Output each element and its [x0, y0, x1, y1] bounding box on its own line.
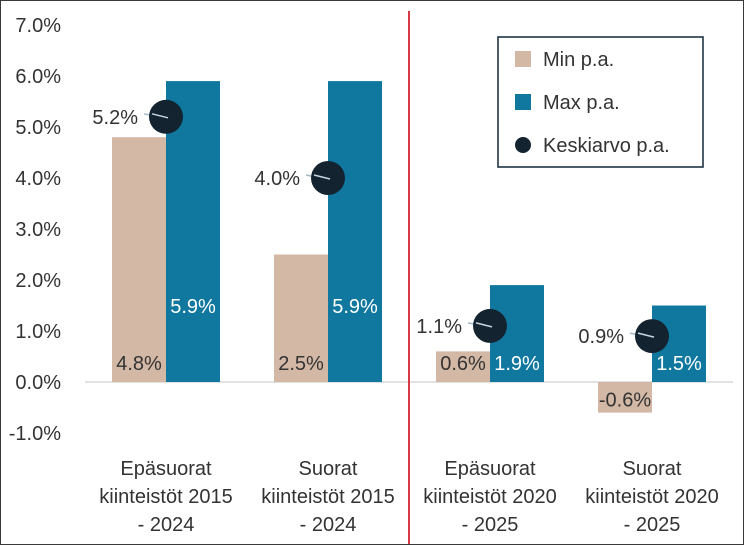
bar-min	[112, 137, 166, 382]
data-label-min: 2.5%	[278, 353, 324, 375]
data-label-average: 1.1%	[416, 316, 462, 338]
legend-box	[497, 36, 704, 168]
legend-marker-average	[515, 137, 531, 153]
data-label-average: 0.9%	[578, 326, 624, 348]
legend-swatch-max	[515, 94, 531, 110]
average-leader-line	[475, 322, 493, 328]
y-tick-label: 6.0%	[15, 66, 61, 88]
bar-max	[328, 81, 382, 382]
data-label-min: 0.6%	[440, 353, 486, 375]
category-label: kiinteistöt 2015	[261, 486, 394, 508]
data-label-average: 5.2%	[92, 107, 138, 129]
y-tick-label: 1.0%	[15, 321, 61, 343]
y-tick-label: -1.0%	[9, 423, 61, 445]
category-label: Suorat	[299, 458, 358, 480]
legend-label: Max p.a.	[543, 92, 620, 114]
category-label: Epäsuorat	[120, 458, 212, 480]
y-tick-label: 2.0%	[15, 270, 61, 292]
bar-min	[436, 351, 490, 382]
legend-label: Keskiarvo p.a.	[543, 135, 670, 157]
y-tick-label: 3.0%	[15, 219, 61, 241]
category-label: kiinteistöt 2020	[423, 486, 556, 508]
category-label: kiinteistöt 2020	[585, 486, 718, 508]
category-label: - 2024	[138, 514, 195, 536]
category-label: Suorat	[623, 458, 682, 480]
y-tick-label: 4.0%	[15, 168, 61, 190]
bar-max	[166, 81, 220, 382]
category-label: - 2025	[624, 514, 681, 536]
legend-label: Min p.a.	[543, 49, 614, 71]
legend-swatch-min	[515, 51, 531, 67]
average-leader-line	[637, 332, 655, 338]
average-leader-line	[151, 113, 169, 119]
category-label: Epäsuorat	[444, 458, 536, 480]
y-tick-label: 5.0%	[15, 117, 61, 139]
y-tick-label: 7.0%	[15, 15, 61, 37]
average-leader-line	[313, 174, 331, 180]
data-label-max: 5.9%	[332, 296, 378, 318]
bar-min	[598, 382, 652, 413]
data-label-max: 1.9%	[494, 353, 540, 375]
category-label: - 2024	[300, 514, 357, 536]
data-label-max: 5.9%	[170, 296, 216, 318]
bar-min	[274, 254, 328, 382]
data-label-average: 4.0%	[254, 168, 300, 190]
data-label-min: -0.6%	[599, 390, 651, 412]
category-label: kiinteistöt 2015	[99, 486, 232, 508]
data-label-max: 1.5%	[656, 353, 702, 375]
category-label: - 2025	[462, 514, 519, 536]
data-label-min: 4.8%	[116, 353, 162, 375]
y-tick-label: 0.0%	[15, 372, 61, 394]
